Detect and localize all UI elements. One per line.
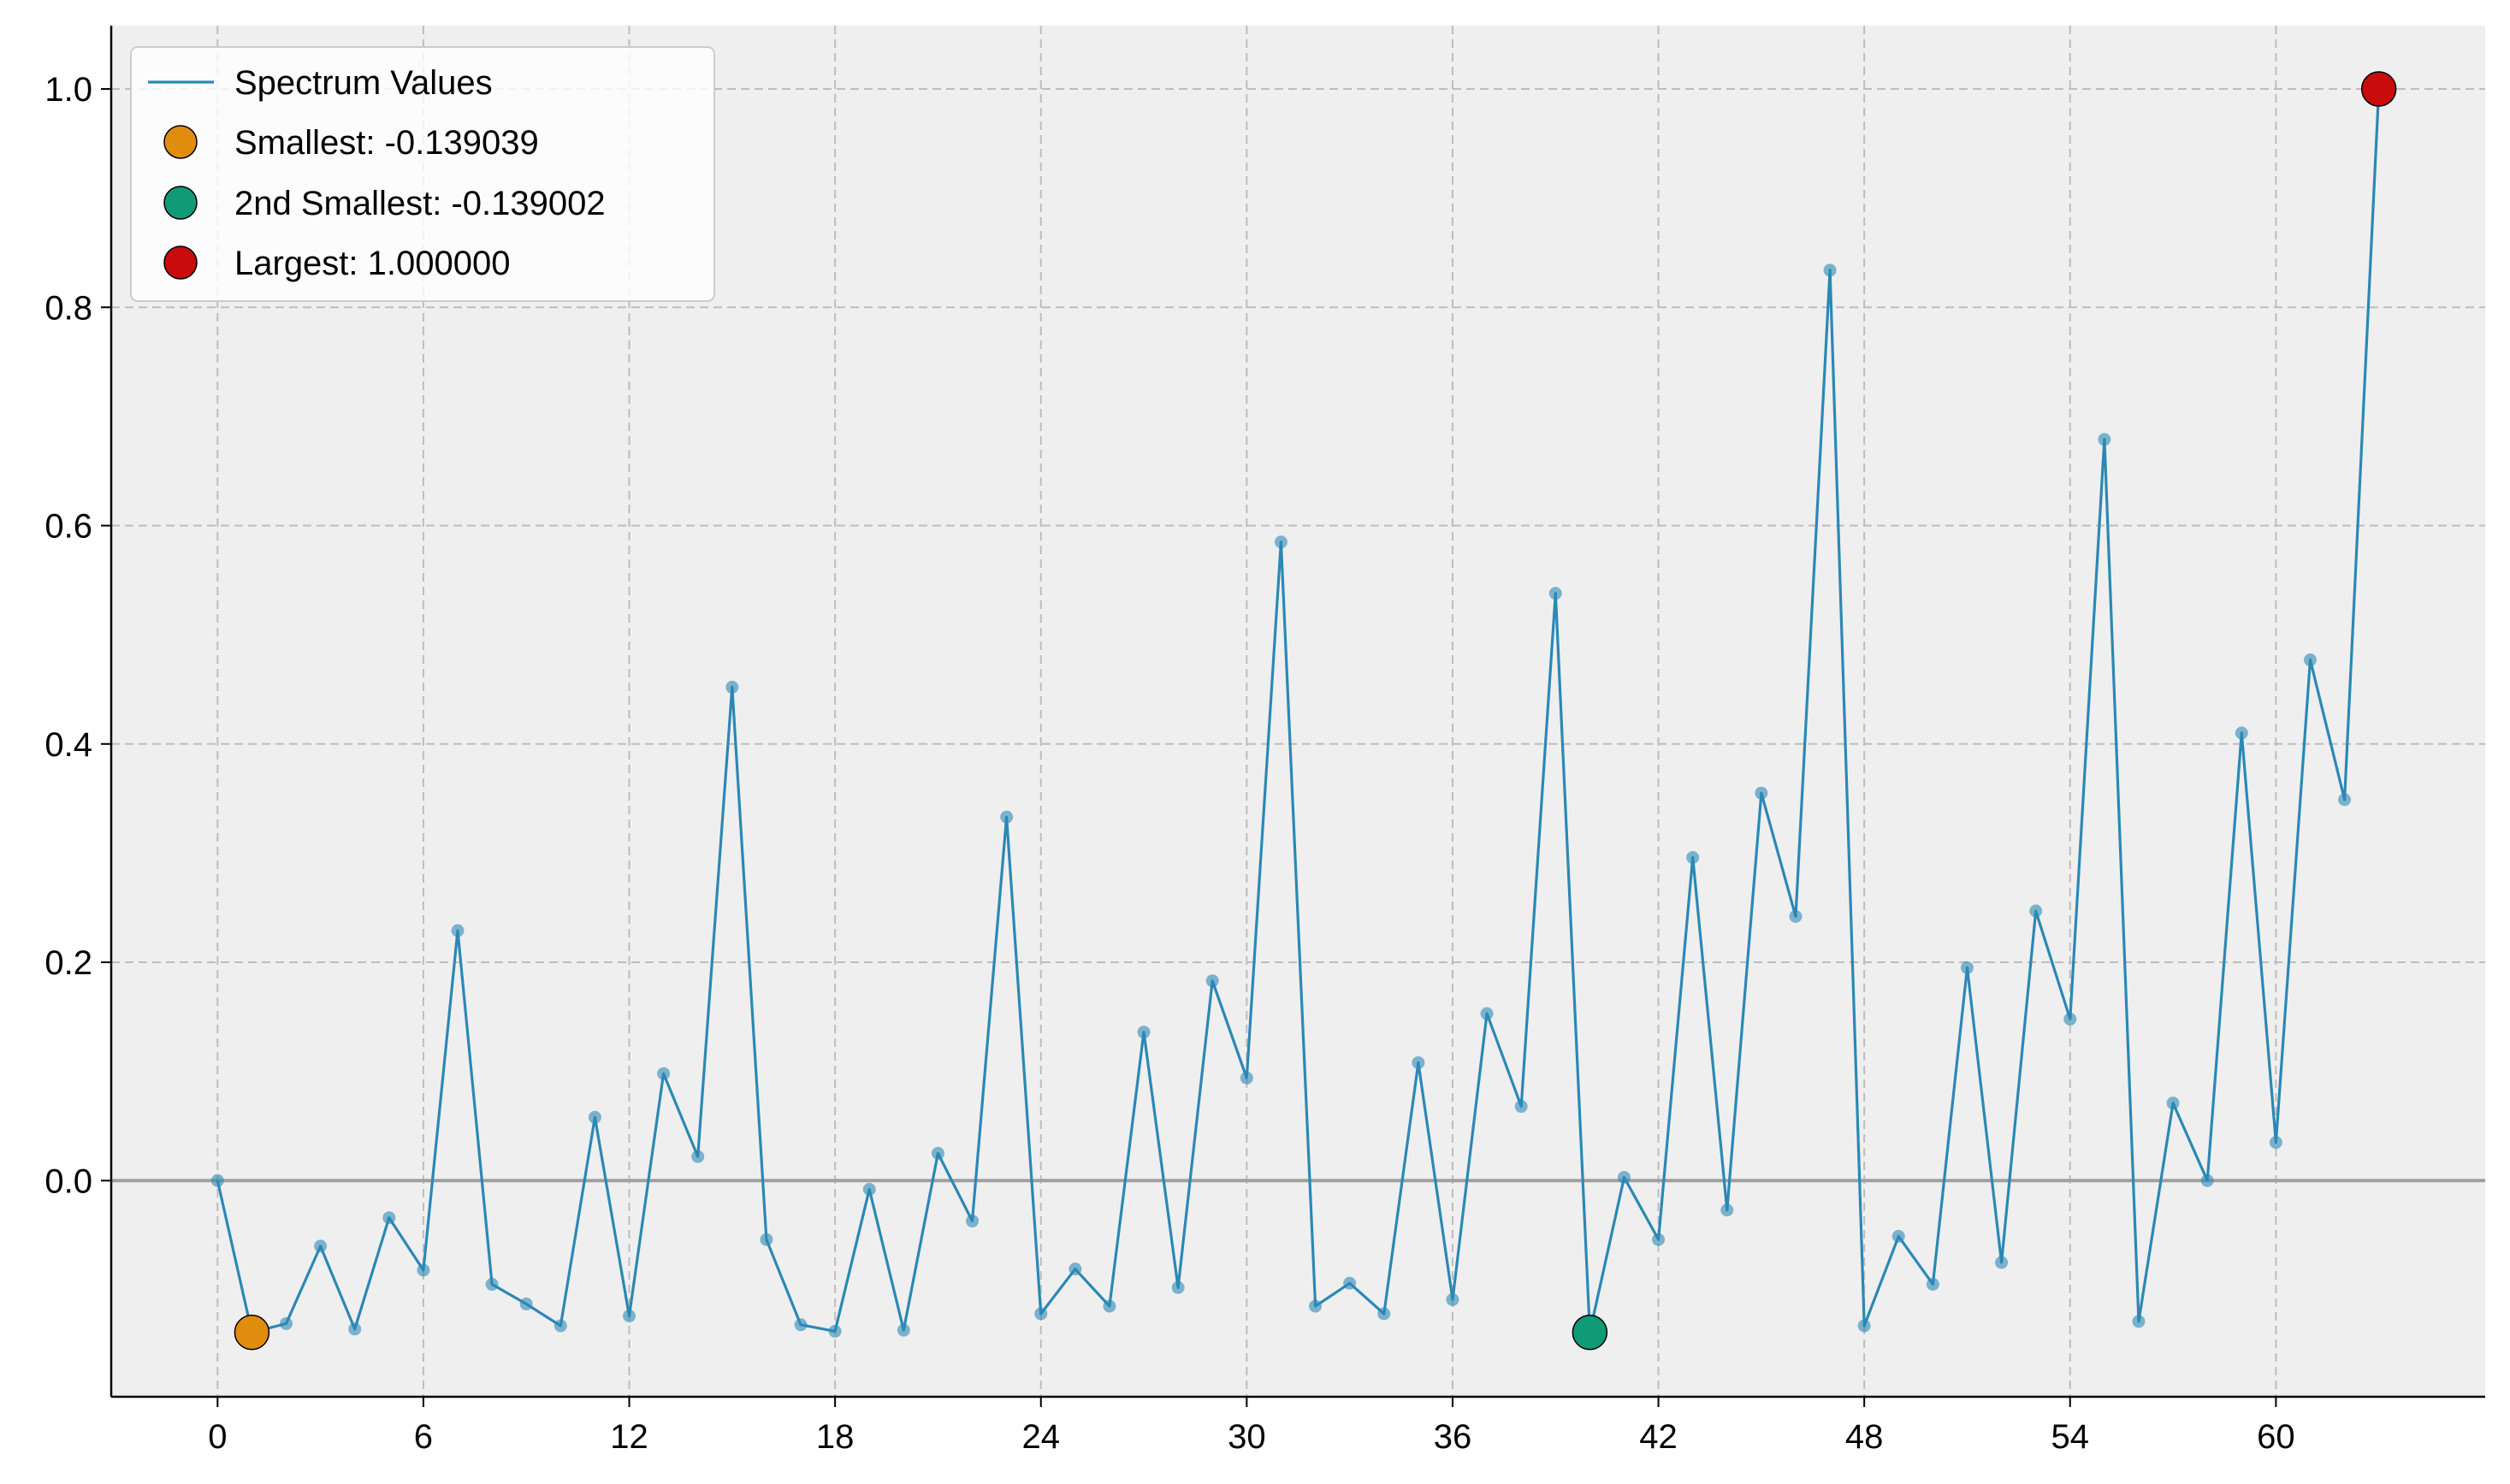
- data-point: [1137, 1026, 1151, 1039]
- y-tick-label: 0.8: [44, 289, 92, 327]
- series-line-spectrum-values: [216, 88, 2381, 1334]
- data-point: [1720, 1203, 1734, 1217]
- data-point: [2303, 653, 2317, 667]
- data-point: [657, 1067, 671, 1080]
- data-point: [1857, 1319, 1871, 1333]
- data-point: [725, 680, 739, 694]
- data-point: [1240, 1071, 1253, 1085]
- legend: Spectrum Values Smallest: -0.139039 2nd …: [130, 46, 715, 302]
- data-point: [1103, 1299, 1116, 1313]
- data-point: [1891, 1229, 1905, 1243]
- data-point: [1926, 1278, 1939, 1292]
- data-point: [2338, 793, 2352, 807]
- data-point: [314, 1239, 328, 1253]
- x-tick-label: 6: [414, 1418, 433, 1456]
- highlight-markers: [234, 71, 2397, 1351]
- x-axis-ticks: 0 6 12 18 24 30 36 42 48 54 60: [208, 1397, 2295, 1456]
- legend-box: [130, 46, 715, 302]
- x-tick-label: 48: [1845, 1418, 1884, 1456]
- data-point: [794, 1318, 808, 1332]
- data-point: [691, 1150, 705, 1163]
- data-point: [1686, 851, 1700, 865]
- legend-marker-smallest: [163, 125, 198, 159]
- data-point: [554, 1319, 567, 1333]
- data-point: [897, 1323, 910, 1337]
- y-tick-label: 0.4: [44, 726, 92, 764]
- x-tick-label: 30: [1228, 1418, 1266, 1456]
- data-point: [1274, 535, 1288, 549]
- x-tick-label: 18: [816, 1418, 855, 1456]
- legend-marker-2nd-smallest: [163, 186, 198, 220]
- data-point: [1171, 1280, 1185, 1294]
- data-point: [1823, 263, 1837, 277]
- y-tick-label: 1.0: [44, 71, 92, 109]
- y-tick-label: 0.2: [44, 944, 92, 982]
- data-point: [828, 1324, 842, 1338]
- legend-label-largest: Largest: 1.000000: [234, 245, 510, 282]
- data-point: [1412, 1055, 1425, 1069]
- data-point: [623, 1310, 636, 1323]
- data-point: [1548, 587, 1562, 600]
- x-tick-label: 0: [208, 1418, 227, 1456]
- highlight-marker: [2360, 71, 2397, 107]
- legend-label-smallest: Smallest: -0.139039: [234, 124, 539, 162]
- data-point: [2098, 433, 2111, 446]
- data-point: [862, 1183, 876, 1197]
- data-point: [966, 1215, 980, 1228]
- data-point: [1617, 1170, 1631, 1184]
- data-point: [760, 1233, 773, 1246]
- data-point: [1755, 786, 1768, 800]
- data-point: [210, 1174, 224, 1187]
- data-point: [588, 1110, 601, 1124]
- data-point: [1652, 1233, 1666, 1246]
- data-point: [1789, 909, 1803, 923]
- data-point: [1069, 1262, 1082, 1276]
- y-axis-ticks: 0.0 0.2 0.4 0.6 0.8 1.0: [44, 71, 111, 1200]
- highlight-marker: [1572, 1314, 1608, 1351]
- grid: [111, 26, 2485, 1397]
- data-point: [2063, 1012, 2077, 1026]
- data-point: [451, 924, 465, 937]
- data-point: [2029, 904, 2043, 918]
- data-point: [2235, 726, 2248, 740]
- data-point: [1034, 1307, 1048, 1321]
- data-point: [1995, 1256, 2009, 1269]
- legend-label-2nd-smallest: 2nd Smallest: -0.139002: [234, 185, 606, 222]
- y-tick-label: 0.6: [44, 508, 92, 546]
- data-point: [1343, 1276, 1357, 1290]
- data-point: [1446, 1292, 1459, 1306]
- data-point: [1480, 1007, 1494, 1020]
- data-point: [382, 1211, 396, 1225]
- x-tick-label: 24: [1021, 1418, 1060, 1456]
- data-point: [1309, 1299, 1323, 1313]
- data-point: [2132, 1315, 2146, 1328]
- data-point: [280, 1316, 293, 1330]
- data-point: [1960, 961, 1974, 974]
- y-tick-label: 0.0: [44, 1162, 92, 1200]
- legend-label-spectrum-values: Spectrum Values: [234, 64, 493, 102]
- data-point: [485, 1278, 499, 1292]
- legend-marker-largest: [163, 245, 198, 280]
- data-point: [1205, 974, 1219, 988]
- data-point: [1000, 810, 1014, 824]
- data-point: [2269, 1136, 2282, 1150]
- data-point: [348, 1322, 362, 1336]
- x-tick-label: 36: [1434, 1418, 1472, 1456]
- data-point: [931, 1146, 944, 1160]
- data-point: [1514, 1100, 1528, 1114]
- x-tick-label: 60: [2257, 1418, 2295, 1456]
- x-tick-label: 42: [1639, 1418, 1678, 1456]
- data-point: [2166, 1097, 2180, 1110]
- data-point: [1377, 1307, 1391, 1321]
- data-point: [417, 1263, 430, 1277]
- data-point: [519, 1298, 533, 1311]
- data-point: [2200, 1174, 2214, 1187]
- highlight-marker: [234, 1314, 270, 1351]
- x-tick-label: 12: [610, 1418, 648, 1456]
- x-tick-label: 54: [2051, 1418, 2090, 1456]
